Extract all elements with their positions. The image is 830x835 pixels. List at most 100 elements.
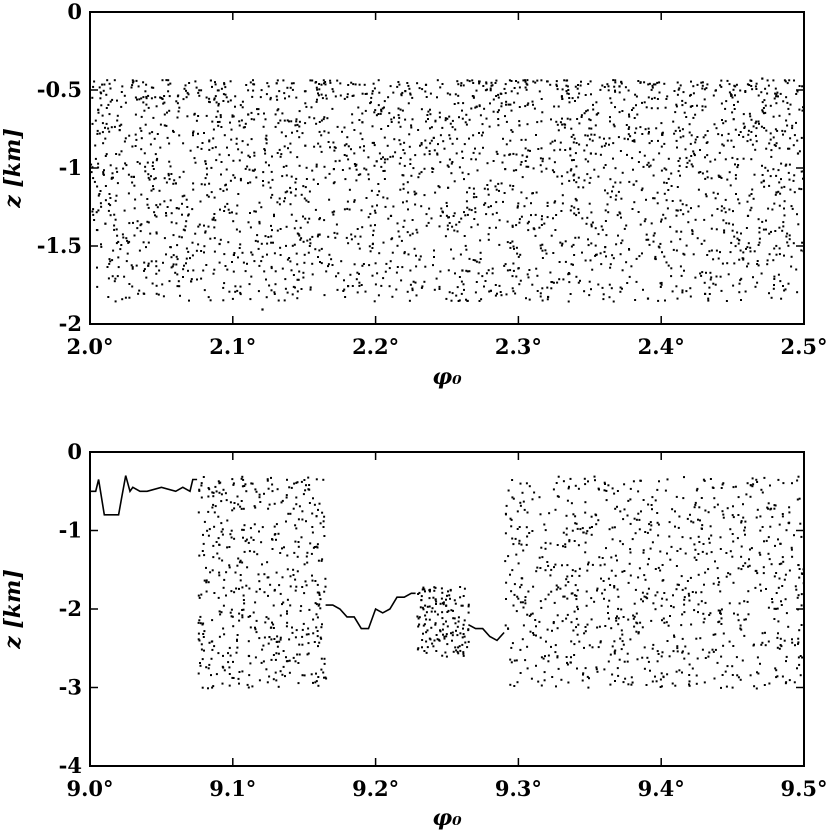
data-point (660, 685, 663, 688)
data-point (448, 134, 451, 137)
data-point (440, 587, 443, 590)
data-point (254, 626, 256, 629)
data-point (511, 479, 514, 481)
data-point (266, 478, 269, 481)
data-point (564, 260, 567, 263)
data-point (721, 483, 724, 486)
data-point (223, 134, 226, 137)
data-point (746, 246, 749, 249)
data-point (514, 537, 517, 540)
data-point (616, 615, 618, 618)
data-point (218, 491, 221, 494)
data-point (617, 623, 620, 626)
data-point (605, 142, 607, 145)
data-point (167, 172, 170, 175)
data-point (444, 117, 447, 120)
data-point (185, 96, 188, 99)
data-point (556, 655, 559, 658)
data-point (423, 194, 426, 197)
data-point (248, 587, 251, 590)
data-point (183, 194, 186, 197)
data-point (573, 610, 576, 613)
data-point (670, 275, 673, 278)
data-point (197, 225, 200, 228)
data-point (684, 645, 687, 648)
data-point (511, 240, 514, 243)
data-point (590, 618, 593, 621)
data-point (487, 238, 490, 241)
data-point (198, 94, 201, 97)
data-point (264, 235, 267, 238)
data-point (730, 241, 733, 244)
data-point (772, 136, 775, 139)
data-point (643, 595, 646, 598)
data-point (232, 115, 235, 118)
data-point (311, 512, 314, 515)
data-point (733, 108, 736, 110)
data-point (123, 209, 126, 212)
data-point (423, 153, 426, 156)
data-point (380, 157, 383, 160)
data-point (707, 299, 710, 302)
data-point (275, 95, 278, 98)
data-point (467, 173, 470, 176)
data-point (656, 98, 659, 100)
data-point (461, 269, 464, 272)
data-point (566, 663, 569, 666)
data-point (721, 143, 724, 146)
data-point (142, 96, 145, 99)
data-point (207, 510, 210, 513)
data-point (435, 650, 438, 652)
data-point (617, 595, 620, 598)
data-point (104, 137, 107, 140)
data-point (558, 261, 561, 263)
data-point (425, 224, 428, 227)
data-point (413, 190, 416, 193)
data-point (616, 214, 619, 217)
data-point (725, 100, 728, 103)
data-point (339, 82, 342, 85)
data-point (356, 291, 359, 294)
data-point (566, 92, 569, 95)
data-point (667, 264, 670, 267)
data-point (512, 543, 515, 546)
data-point (397, 107, 400, 110)
data-point (778, 647, 781, 650)
data-point (149, 232, 152, 235)
data-point (559, 148, 562, 151)
data-point (155, 231, 158, 234)
data-point (212, 491, 215, 494)
data-point (618, 658, 621, 661)
data-point (742, 503, 744, 506)
data-point (420, 108, 423, 111)
data-point (654, 255, 657, 258)
data-point (270, 289, 273, 292)
data-point (505, 504, 508, 507)
data-point (570, 205, 573, 208)
data-point (418, 172, 421, 175)
data-point (231, 261, 233, 263)
data-point (745, 493, 748, 496)
data-point (191, 208, 194, 211)
data-point (382, 277, 385, 280)
data-point (688, 674, 691, 676)
data-point (98, 132, 101, 135)
data-point (679, 199, 682, 202)
data-point (178, 285, 181, 288)
data-point (109, 100, 112, 103)
data-point (540, 684, 543, 687)
data-point (203, 630, 206, 633)
data-point (546, 561, 549, 563)
data-point (443, 635, 446, 638)
data-point (524, 602, 527, 605)
data-point (777, 190, 780, 193)
data-point (443, 637, 446, 640)
data-point (279, 254, 282, 256)
data-point (569, 209, 572, 212)
data-point (520, 577, 523, 580)
data-point (784, 164, 787, 167)
data-point (261, 526, 264, 529)
data-point (490, 205, 492, 208)
data-point (220, 500, 223, 503)
data-point (607, 89, 610, 92)
